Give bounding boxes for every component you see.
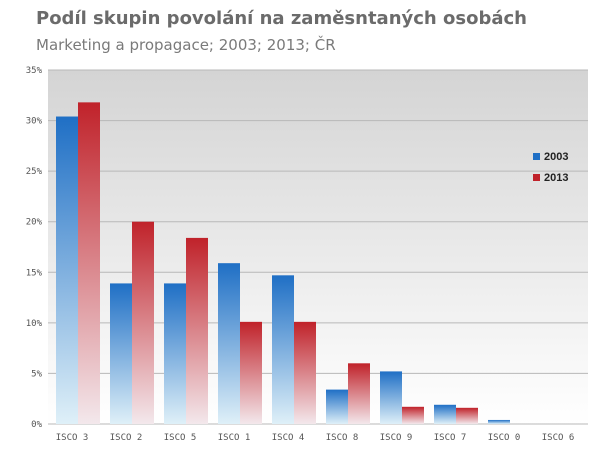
bar-2003-isco-5 [164,283,186,424]
bar-2003-isco-7 [434,404,456,424]
bar-2003-isco-4 [272,275,294,424]
x-tick-label: ISCO 2 [110,433,143,443]
y-axis-ticks: 0% 5% 10% 15% 20% 25% 30% 35% [26,66,43,430]
bar-2013-isco-2 [132,221,154,424]
legend-swatch-2013 [533,174,540,181]
legend-label-2003: 2003 [544,151,568,163]
legend: 2003 2013 [533,151,568,184]
x-tick-label: ISCO 4 [272,433,305,443]
x-tick-label: ISCO 5 [164,433,197,443]
y-tick-label: 20% [26,218,43,228]
x-tick-label: ISCO 0 [488,433,521,443]
bar-2003-isco-3 [56,116,78,425]
legend-swatch-2003 [533,153,540,160]
x-tick-label: ISCO 1 [218,433,251,443]
legend-label-2013: 2013 [544,172,568,184]
chart-subtitle: Marketing a propagace; 2003; 2013; ČR [36,36,336,54]
bar-2013-isco-1 [240,321,262,424]
x-tick-label: ISCO 3 [56,433,89,443]
bar-2013-isco-9 [402,406,424,424]
x-tick-label: ISCO 8 [326,433,359,443]
chart-title: Podíl skupin povolání na zaměsntaných os… [36,8,527,29]
bar-2013-isco-8 [348,363,370,424]
bars [56,102,510,425]
bar-2003-isco-2 [110,283,132,424]
y-tick-label: 35% [26,66,43,76]
x-axis-ticks: ISCO 3 ISCO 2 ISCO 5 ISCO 1 ISCO 4 ISCO 8 ISCO… [56,433,575,443]
y-tick-label: 25% [26,167,43,177]
bar-2013-isco-5 [186,237,208,424]
bar-2013-isco-4 [294,321,316,424]
x-tick-label: ISCO 7 [434,433,467,443]
x-tick-label: ISCO 9 [380,433,413,443]
x-tick-label: ISCO 6 [542,433,575,443]
bar-2013-isco-3 [78,102,100,424]
y-tick-label: 15% [26,268,43,278]
y-tick-label: 30% [26,117,43,127]
bar-2003-isco-1 [218,263,240,424]
y-tick-label: 10% [26,319,43,329]
bar-2003-isco-9 [380,371,402,424]
bar-2003-isco-0 [488,419,510,424]
y-tick-label: 5% [31,369,42,379]
bar-2003-isco-8 [326,389,348,424]
bar-2013-isco-7 [456,407,478,424]
y-tick-label: 0% [31,420,42,430]
